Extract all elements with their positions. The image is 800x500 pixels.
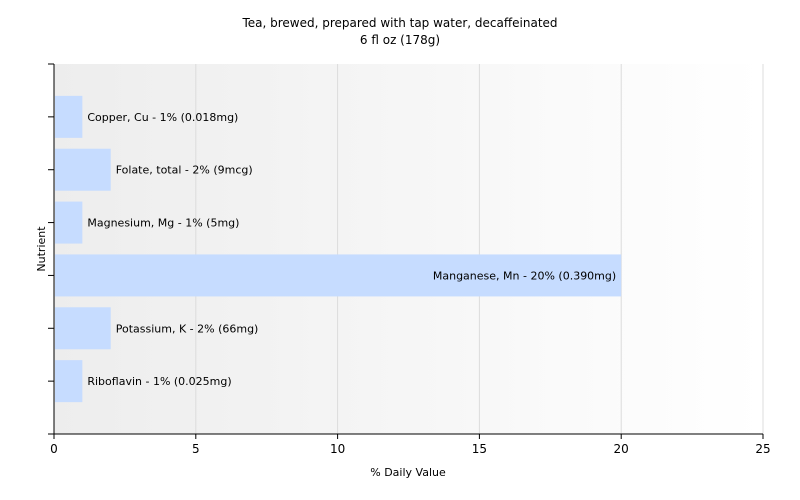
chart-title: Tea, brewed, prepared with tap water, de… [241, 16, 557, 30]
bar-label: Riboflavin - 1% (0.025mg) [87, 375, 231, 388]
x-tick-label: 20 [614, 442, 629, 456]
bar [55, 254, 622, 297]
bar-label: Copper, Cu - 1% (0.018mg) [87, 111, 238, 124]
bar-label: Manganese, Mn - 20% (0.390mg) [433, 269, 616, 282]
bar [55, 95, 83, 138]
bar [55, 201, 83, 244]
bar [55, 360, 83, 403]
x-tick-label: 10 [330, 442, 345, 456]
bars: Copper, Cu - 1% (0.018mg) Folate, total -… [55, 95, 622, 403]
bar-label: Folate, total - 2% (9mcg) [116, 164, 253, 177]
x-tick-label: 5 [192, 442, 200, 456]
x-tick-label: 0 [50, 442, 58, 456]
x-axis-label: % Daily Value [370, 466, 446, 479]
chart-subtitle: 6 fl oz (178g) [360, 33, 440, 47]
grid-lines [195, 64, 764, 434]
x-tick-label: 25 [755, 442, 770, 456]
bar-label: Potassium, K - 2% (66mg) [116, 322, 259, 335]
bar-label: Magnesium, Mg - 1% (5mg) [87, 217, 239, 230]
plot-background [54, 64, 763, 434]
bar [55, 148, 111, 191]
tick-labels: 0 5 10 15 20 25 [50, 442, 770, 456]
axes [48, 63, 764, 439]
y-axis-label: Nutrient [35, 226, 48, 272]
x-tick-label: 15 [472, 442, 487, 456]
bar [55, 307, 111, 350]
